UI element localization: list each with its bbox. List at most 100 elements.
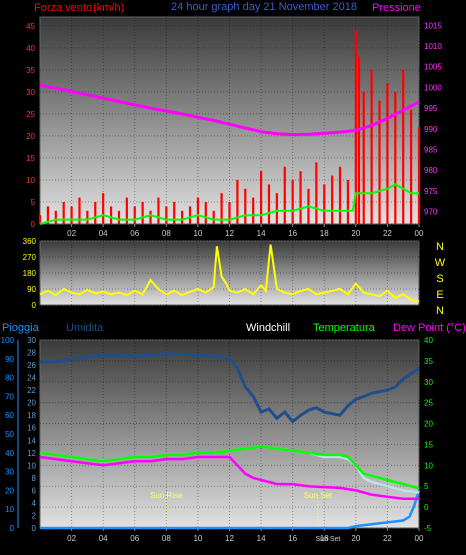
x-tick-label: 16	[288, 229, 297, 238]
temperature-axis: -5 0 5 10 15 20 25 30 35 40	[424, 336, 433, 533]
temperature-tick-label: 40	[424, 336, 433, 345]
wind-tick-label: 30	[26, 88, 35, 97]
direction-tick-label: 270	[23, 253, 37, 262]
pressure-tick-label: 995	[424, 104, 438, 113]
humidity-tick-label: 8	[32, 474, 37, 483]
pressure-tick-label: 975	[424, 187, 438, 196]
pressure-tick-label: 1015	[424, 21, 442, 30]
humidity-tick-label: 4	[32, 499, 37, 508]
x-tick-label: 22	[383, 229, 392, 238]
x-tick-label: 18	[320, 229, 329, 238]
humidity-tick-label: 18	[27, 411, 36, 420]
rain-tick-label: 70	[5, 392, 14, 401]
rain-tick-label: 60	[5, 411, 14, 420]
pressure-tick-label: 1010	[424, 42, 442, 51]
temperature-tick-label: 5	[424, 482, 429, 491]
x-tick-label: 06	[130, 229, 139, 238]
wind-speed-axis: 0 5 10 15 20 25 30 35 40 45	[26, 22, 35, 229]
rain-tick-label: 80	[5, 374, 14, 383]
wind-pressure-time-axis: 02 04 06 08 10 12 14 16 18 20 22 00	[67, 224, 424, 238]
compass-letter: N	[436, 305, 444, 317]
rain-axis: 0 10 20 30 40 50 60 70 80 90 100	[1, 336, 19, 533]
pressure-tick-label: 990	[424, 125, 438, 134]
x-tick-label: 14	[257, 534, 266, 543]
legend-dewpoint: Dew Point (°C)	[393, 322, 466, 334]
temperature-tick-label: 10	[424, 461, 433, 470]
temperature-time-axis: 02 04 06 08 10 12 14 16 18 20 22 00	[67, 528, 424, 543]
sunset-label: Sun Set	[304, 491, 333, 500]
rain-tick-label: 30	[5, 468, 14, 477]
pressure-tick-label: 985	[424, 145, 438, 154]
wind-pressure-series	[38, 30, 421, 225]
pressure-line	[39, 83, 420, 137]
humidity-tick-label: 16	[27, 424, 36, 433]
pressure-tick-label: 970	[424, 208, 438, 217]
humidity-tick-label: 0	[32, 524, 37, 533]
pressure-axis: 970 975 980 985 990 995 1000 1005 1010 1015	[424, 21, 442, 216]
wind-tick-label: 0	[31, 220, 36, 229]
compass-letter: N	[436, 241, 444, 253]
wind-tick-label: 45	[26, 22, 35, 31]
wind-tick-label: 25	[26, 110, 35, 119]
rain-tick-label: 0	[10, 524, 15, 533]
temperature-tick-label: 20	[424, 420, 433, 429]
wind-direction-plot-area	[39, 240, 420, 306]
x-tick-label: 02	[67, 229, 76, 238]
humidity-tick-label: 24	[27, 374, 36, 383]
legend-windchill: Windchill	[246, 322, 290, 334]
wind-direction-series	[39, 244, 420, 303]
dewpoint-line	[39, 455, 419, 501]
wind-chart-title: Forza vento(km/h)	[34, 2, 124, 14]
rain-line	[40, 490, 421, 530]
pressure-chart-title: Pressione	[372, 2, 421, 14]
x-tick-label: 08	[162, 229, 171, 238]
direction-tick-label: 90	[27, 285, 36, 294]
temperature-tick-label: 15	[424, 440, 433, 449]
compass-letter: W	[435, 257, 446, 269]
x-tick-label: 00	[415, 534, 424, 543]
sunset-axis-label: Sun Set	[315, 536, 340, 543]
wind-direction-line	[39, 244, 420, 303]
temperature-tick-label: 30	[424, 378, 433, 387]
x-tick-label: 04	[99, 534, 108, 543]
rain-tick-label: 20	[5, 486, 14, 495]
x-tick-label: 14	[257, 229, 266, 238]
wind-direction-axis: 0 90 180 270 360	[23, 237, 37, 310]
legend-temperature: Temperatura	[313, 322, 376, 334]
wind-tick-label: 35	[26, 66, 35, 75]
x-tick-label: 16	[288, 534, 297, 543]
wind-tick-label: 15	[26, 154, 35, 163]
x-tick-label: 22	[383, 534, 392, 543]
rain-tick-label: 10	[5, 505, 14, 514]
pressure-tick-label: 1005	[424, 63, 442, 72]
graph-date-title: 24 hour graph day 21 November 2018	[171, 1, 357, 13]
rain-tick-label: 100	[1, 336, 15, 345]
humidity-tick-label: 2	[32, 511, 37, 520]
temperature-line	[39, 445, 420, 490]
sun-markers: Sun Rise Sun Set Sun Set	[150, 491, 340, 543]
x-tick-label: 12	[225, 229, 234, 238]
humidity-line	[40, 352, 420, 424]
x-tick-label: 20	[351, 229, 360, 238]
compass-letter: E	[436, 289, 443, 301]
temperature-humidity-plot-area	[39, 339, 420, 529]
humidity-tick-label: 26	[27, 361, 36, 370]
sunrise-label: Sun Rise	[150, 491, 183, 500]
humidity-tick-label: 30	[27, 336, 36, 345]
wind-tick-label: 40	[26, 44, 35, 53]
legend-rain: Pioggia	[2, 322, 40, 334]
temperature-humidity-series	[39, 352, 421, 530]
pressure-tick-label: 980	[424, 166, 438, 175]
x-tick-label: 00	[415, 229, 424, 238]
humidity-tick-label: 22	[27, 386, 36, 395]
temperature-tick-label: 25	[424, 399, 433, 408]
wind-tick-label: 10	[26, 176, 35, 185]
x-tick-label: 10	[193, 229, 202, 238]
direction-tick-label: 360	[23, 237, 37, 246]
rain-tick-label: 40	[5, 449, 14, 458]
temperature-tick-label: 35	[424, 357, 433, 366]
compass-letter: S	[436, 273, 443, 285]
legend-humidity: Umidita	[66, 322, 104, 334]
